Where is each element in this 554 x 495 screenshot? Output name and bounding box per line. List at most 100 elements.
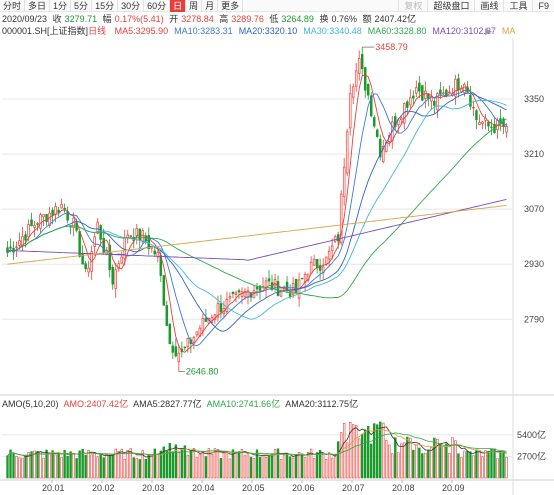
candle-body-112 — [342, 166, 346, 197]
x-tick-6: 20.07 — [342, 483, 365, 493]
candle-body-145 — [442, 92, 445, 95]
volume-bar-97 — [297, 451, 301, 479]
amount-label: 额 — [362, 14, 372, 24]
timeframe-tab-3[interactable]: 5分 — [71, 0, 93, 12]
candle-body-135 — [412, 95, 415, 99]
volume-bar-144 — [439, 443, 442, 479]
volume-bar-117 — [358, 438, 361, 479]
timeframe-tab-9[interactable]: 月 — [202, 0, 219, 12]
candle-body-113 — [345, 131, 349, 174]
volume-bar-65 — [201, 451, 205, 479]
close-value: 3279.71 — [64, 14, 98, 24]
candle-body-117 — [357, 58, 361, 74]
volume-bar-115 — [351, 424, 355, 479]
timeframe-tab-10[interactable]: 更多 — [218, 0, 244, 12]
volume-bar-132 — [403, 442, 406, 479]
volume-bar-24 — [78, 450, 81, 479]
volume-bar-17 — [57, 452, 60, 479]
timeframe-tab-2[interactable]: 1分 — [50, 0, 72, 12]
timeframe-tab-6[interactable]: 60分 — [144, 0, 171, 12]
candle-body-155 — [472, 106, 475, 109]
volume-bar-53 — [165, 450, 169, 479]
candle-body-157 — [478, 122, 481, 125]
volume-bar-146 — [445, 443, 448, 479]
timeframe-tab-8[interactable]: 周 — [186, 0, 203, 12]
volume-bar-94 — [288, 456, 292, 479]
volume-bar-122 — [373, 423, 376, 479]
volume-bar-90 — [276, 448, 280, 479]
timeframe-tab-4[interactable]: 15分 — [92, 0, 119, 12]
volume-bar-83 — [255, 449, 259, 479]
volume-bar-74 — [228, 458, 232, 479]
timeframe-tab-0[interactable]: 分时 — [0, 0, 26, 12]
candle-body-107 — [327, 250, 331, 260]
volume-bar-77 — [237, 451, 241, 479]
candle-body-57 — [177, 352, 181, 363]
timeframe-tab-5[interactable]: 30分 — [118, 0, 145, 12]
tool-button-2[interactable]: 画线 — [474, 0, 503, 12]
volume-bar-34 — [108, 454, 111, 479]
candle-body-120 — [366, 84, 370, 96]
candle-body-87 — [267, 278, 271, 282]
volume-bar-123 — [376, 424, 379, 479]
volume-bar-150 — [457, 453, 460, 479]
candle-body-30 — [96, 221, 99, 234]
volume-bar-110 — [336, 441, 340, 479]
volume-bar-145 — [442, 446, 445, 479]
tool-button-0[interactable]: 复权 — [398, 0, 427, 12]
volume-bar-19 — [63, 449, 66, 479]
price-tick-2: 3070 — [524, 204, 544, 214]
timeframe-tab-1[interactable]: 多日 — [25, 0, 51, 12]
volume-bar-125 — [382, 422, 385, 479]
candle-body-13 — [45, 214, 48, 223]
amount-value: 2407.42亿 — [374, 14, 417, 24]
volume-tick-1: 2700亿 — [517, 450, 546, 461]
timeframe-tab-7[interactable]: 日 — [170, 0, 187, 12]
candle-body-8 — [30, 219, 33, 227]
low-value: 3264.89 — [281, 14, 314, 24]
volume-bar-38 — [120, 448, 123, 479]
candle-body-89 — [273, 279, 277, 287]
volume-bar-121 — [370, 443, 373, 479]
candle-body-110 — [336, 234, 340, 242]
candle-body-35 — [111, 266, 114, 285]
volume-bar-71 — [219, 457, 223, 479]
tool-button-4[interactable]: F9 — [532, 0, 554, 12]
volume-bar-55 — [171, 451, 175, 479]
legend-scroll-arrow-icon[interactable]: ▶ — [485, 26, 492, 36]
candle-body-139 — [424, 90, 427, 99]
candle-body-158 — [481, 121, 484, 124]
candle-body-14 — [48, 212, 51, 226]
volume-bar-119 — [364, 429, 367, 479]
candle-body-137 — [418, 82, 421, 92]
volume-bar-10 — [36, 451, 39, 479]
volume-bar-166 — [505, 456, 508, 479]
candle-body-43 — [135, 228, 139, 237]
volume-bar-160 — [487, 451, 490, 479]
volume-bar-6 — [24, 455, 27, 479]
volume-bar-54 — [168, 443, 172, 479]
candle-body-41 — [129, 235, 133, 238]
candle-body-19 — [63, 207, 66, 211]
tool-button-1[interactable]: 超级盘口 — [427, 0, 474, 12]
volume-bar-157 — [478, 450, 481, 479]
volume-bar-118 — [361, 433, 364, 479]
candle-body-20 — [66, 211, 69, 221]
candle-body-44 — [138, 228, 142, 241]
ma-line-5 — [7, 74, 507, 353]
candle-body-56 — [174, 346, 178, 357]
ma-legend-item-6: MA — [501, 26, 516, 36]
volume-bar-76 — [234, 451, 238, 479]
candle-body-125 — [381, 146, 385, 163]
candle-body-108 — [330, 245, 334, 251]
volume-bar-27 — [87, 450, 90, 479]
volume-bar-128 — [391, 453, 394, 479]
candle-body-104 — [318, 265, 322, 271]
candle-body-62 — [192, 336, 196, 343]
candle-body-45 — [141, 230, 145, 243]
candle-body-66 — [204, 317, 208, 322]
tool-button-3[interactable]: 工具 — [503, 0, 532, 12]
change-label: 幅 — [102, 14, 112, 24]
volume-bar-91 — [279, 459, 283, 479]
